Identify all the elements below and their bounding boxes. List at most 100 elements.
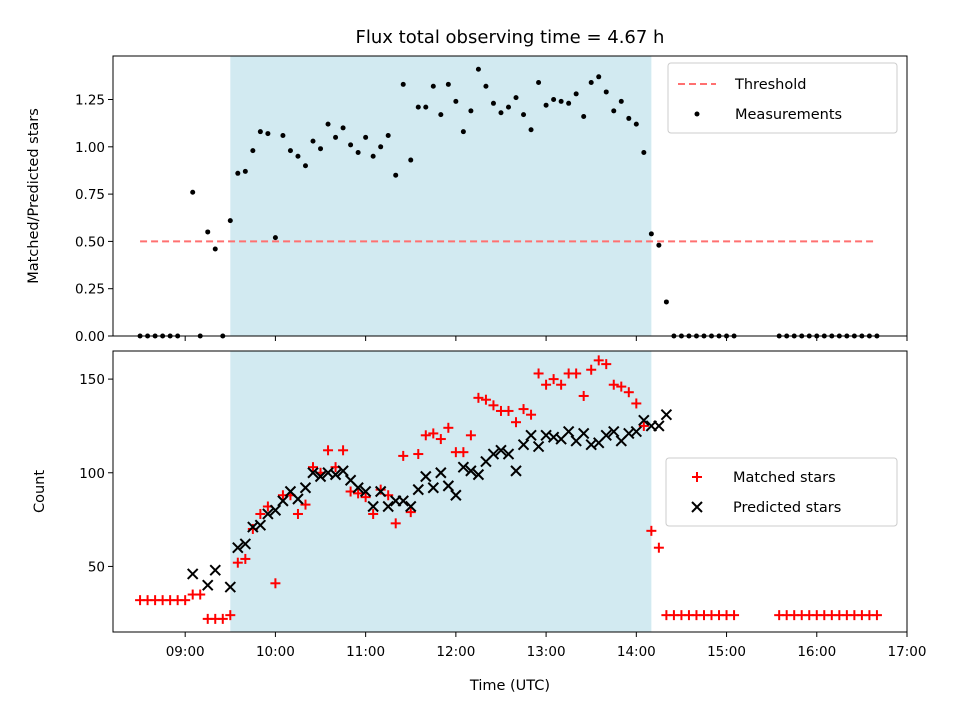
predicted-star-point: [487, 448, 500, 460]
predicted-star-point: [405, 500, 417, 513]
measurement-point: [648, 231, 654, 237]
measurement-point: [536, 79, 542, 85]
measurement-point: [505, 104, 511, 110]
predicted-star-point: [608, 425, 620, 438]
ratio-y-tick-label: 0.00: [75, 329, 105, 345]
ratio-legend-box: [667, 62, 898, 134]
measurement-point: [227, 218, 233, 224]
measurement-point: [626, 115, 632, 121]
predicted-star-point: [562, 425, 575, 438]
measurement-point: [641, 149, 647, 155]
predicted-star-point: [577, 427, 590, 440]
legend-predicted-swatch: [691, 501, 703, 513]
matched-star-point: [616, 381, 627, 392]
measurement-point: [453, 98, 459, 104]
measurement-point: [468, 108, 474, 114]
time-x-tick-label: 16:00: [797, 644, 836, 660]
matched-star-point: [518, 404, 529, 415]
legend-plus-marker: [692, 472, 702, 482]
time-x-axis-label: Time (UTC): [469, 678, 550, 694]
matched-star-point: [292, 508, 303, 519]
legend-cross-marker: [691, 501, 703, 513]
matched-star-point: [458, 447, 469, 458]
measurement-point: [287, 148, 293, 154]
predicted-star-point: [382, 500, 394, 513]
measurement-point: [408, 157, 414, 163]
measurement-point: [310, 138, 316, 144]
predicted-star-point: [495, 444, 507, 456]
measurement-point: [272, 235, 278, 241]
legend-matched-label: Matched stars: [733, 470, 836, 486]
predicted-star-point: [420, 470, 432, 483]
count-y-tick-label: 150: [79, 372, 105, 388]
matched-star-point: [548, 374, 559, 385]
measurement-point: [633, 121, 639, 127]
matched-star-point: [398, 450, 409, 461]
measurement-point: [423, 104, 429, 110]
predicted-star-point: [532, 440, 545, 453]
matched-star-point: [586, 364, 597, 375]
matched-star-point: [638, 420, 649, 431]
measurement-point: [596, 74, 602, 80]
matched-star-point: [270, 578, 281, 589]
predicted-star-point: [660, 408, 673, 421]
predicted-star-point: [224, 581, 237, 593]
measurement-point: [573, 91, 579, 97]
matched-star-point: [473, 392, 484, 403]
matched-star-point: [541, 379, 552, 390]
measurement-point: [190, 189, 196, 195]
predicted-star-point: [277, 495, 289, 507]
matched-star-point: [729, 610, 740, 621]
count-legend: Matched stars Predicted stars: [665, 457, 898, 527]
measurement-point: [430, 83, 436, 89]
matched-star-point: [526, 409, 537, 420]
predicted-star-point: [412, 483, 424, 496]
time-x-tick-label: 15:00: [707, 644, 746, 660]
predicted-star-point: [239, 538, 252, 550]
matched-star-point: [338, 445, 349, 456]
matched-star-point: [653, 542, 664, 553]
predicted-star-point: [359, 485, 372, 498]
count-panel-ticks: 50 100 150 09:00 10:00 11:00 12:00 13:00 14:00 15…: [79, 372, 926, 660]
predicted-star-point: [653, 420, 665, 432]
measurement-point: [318, 146, 324, 152]
predicted-star-point: [442, 480, 455, 492]
measurement-point: [340, 125, 346, 131]
matched-star-point: [420, 430, 431, 441]
matched-star-point: [353, 488, 364, 499]
measurement-point: [325, 121, 331, 127]
measurement-point: [415, 104, 421, 110]
legend-predicted-label: Predicted stars: [733, 500, 841, 516]
measurement-point: [280, 132, 286, 138]
measurement-point: [618, 98, 624, 104]
ratio-y-tick-label: 0.50: [75, 234, 105, 250]
predicted-star-point: [307, 467, 319, 479]
measurement-point: [528, 127, 534, 133]
chart-title: Flux total observing time = 4.67 h: [356, 27, 665, 48]
count-panel-series: [135, 355, 882, 624]
predicted-star-point: [329, 468, 342, 481]
predicted-star-point: [352, 482, 364, 494]
matched-star-point: [195, 589, 206, 600]
time-x-tick-label: 17:00: [888, 644, 927, 660]
matched-star-point: [465, 430, 476, 441]
time-x-tick-label: 09:00: [166, 644, 205, 660]
matched-star-point: [375, 484, 386, 495]
predicted-star-point: [600, 429, 612, 442]
ratio-y-tick-label: 1.25: [75, 93, 105, 109]
matched-star-point: [556, 379, 567, 390]
count-legend-box: [665, 457, 898, 527]
measurement-point: [235, 170, 241, 176]
measurement-point: [295, 153, 301, 159]
matched-star-point: [368, 508, 379, 519]
measurement-point: [333, 134, 339, 140]
matched-star-point: [593, 355, 604, 366]
matched-star-point: [360, 492, 371, 503]
measurement-point: [581, 114, 587, 120]
predicted-star-point: [262, 508, 274, 520]
measurement-point: [611, 108, 617, 114]
measurement-point: [656, 242, 662, 248]
matched-star-point: [601, 359, 612, 370]
measurement-point: [212, 246, 218, 252]
